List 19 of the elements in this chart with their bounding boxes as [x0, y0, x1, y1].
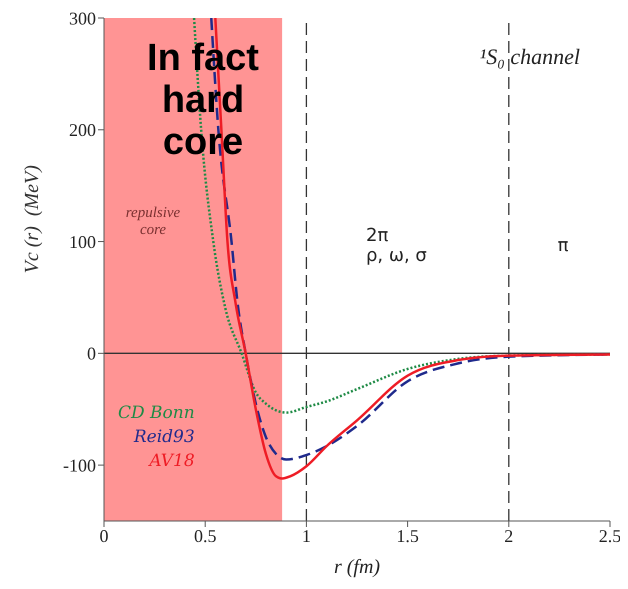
x-tick-label: 2: [504, 526, 514, 546]
text: CD Bonn: [118, 402, 195, 425]
text: ¹S₀ channel: [480, 44, 580, 70]
x-axis-title: r (fm): [334, 556, 380, 578]
y-tick-label: 100: [69, 232, 96, 252]
text: AV18: [147, 450, 195, 473]
x-tick-label: 0: [100, 526, 108, 546]
x-tick-label: 1: [302, 526, 311, 546]
annotation: 2π ρ, ω, σ: [366, 225, 428, 266]
text: Reid93: [132, 426, 195, 449]
x-tick-label: 0.5: [194, 526, 216, 546]
y-tick-label: 300: [69, 8, 96, 28]
annotation: π: [556, 235, 570, 256]
y-axis-title: Vc (r) (MeV): [21, 164, 43, 274]
y-tick-label: 200: [69, 120, 96, 140]
x-tick-label: 1.5: [396, 526, 419, 546]
annotation: repulsive core: [124, 205, 182, 238]
y-tick-label: -100: [63, 456, 96, 476]
y-tick-label: 0: [87, 344, 96, 364]
